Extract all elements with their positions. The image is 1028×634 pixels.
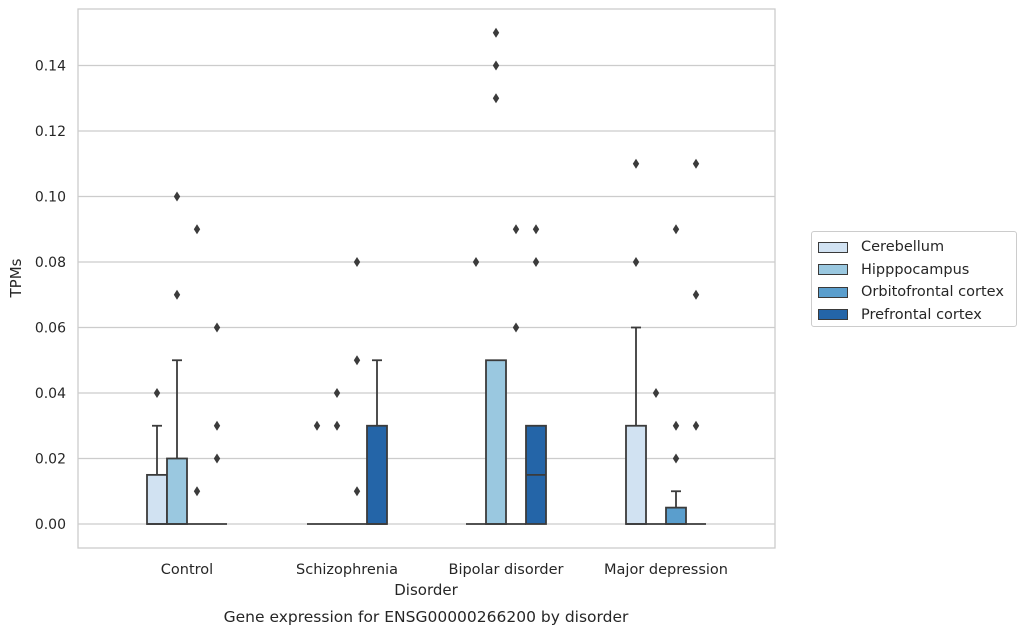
box-body — [366, 424, 388, 525]
y-tick-label: 0.14 — [35, 59, 66, 75]
box — [466, 257, 486, 525]
outlier-point — [492, 93, 500, 104]
y-tick-label: 0.12 — [35, 124, 66, 140]
outlier-point — [472, 257, 480, 267]
box-body — [665, 506, 687, 525]
legend-item: Orbitofrontal cortex — [818, 281, 1016, 304]
outlier-point — [512, 322, 520, 333]
outlier-point — [213, 420, 221, 431]
outlier-point — [632, 158, 640, 169]
outlier-point — [313, 420, 321, 431]
box — [327, 388, 347, 525]
outlier-point — [632, 257, 640, 267]
box — [187, 224, 207, 525]
box — [485, 27, 507, 525]
box — [686, 158, 706, 525]
x-axis-label: Disorder — [394, 581, 458, 599]
x-tick-label: Bipolar disorder — [449, 562, 564, 578]
x-tick-label: Major depression — [604, 562, 728, 578]
box — [307, 420, 327, 525]
outlier-point — [672, 224, 680, 235]
box — [665, 224, 687, 525]
legend-item: Cerebellum — [818, 236, 1016, 259]
y-tick-label: 0.00 — [35, 517, 66, 533]
x-tick-label: Schizophrenia — [296, 562, 398, 578]
outlier-point — [532, 257, 540, 267]
y-tick-label: 0.04 — [35, 386, 66, 402]
outlier-point — [333, 388, 341, 398]
box — [207, 322, 227, 525]
box — [625, 158, 647, 525]
series-orbitofrontal-cortex — [187, 224, 687, 525]
series-prefrontal-cortex — [207, 158, 706, 525]
outlier-point — [692, 289, 700, 300]
outlier-point — [492, 27, 500, 38]
x-tick-labels: Control Schizophrenia Bipolar disorder Majo… — [161, 562, 728, 578]
legend-swatch — [818, 286, 848, 298]
y-tick-label: 0.02 — [35, 452, 66, 468]
outlier-point — [692, 158, 700, 169]
box — [646, 388, 666, 525]
outlier-point — [193, 224, 201, 235]
outlier-point — [672, 453, 680, 464]
outlier-point — [652, 388, 660, 398]
legend-swatch — [818, 309, 848, 321]
box — [146, 388, 168, 525]
box-series — [146, 27, 706, 525]
legend-item: Prefrontal cortex — [818, 304, 1016, 327]
box-body — [625, 424, 647, 525]
y-axis-label: TPMs — [7, 258, 25, 298]
box-body — [146, 473, 168, 525]
box — [166, 191, 188, 525]
outlier-point — [173, 289, 181, 300]
box — [366, 359, 388, 525]
box — [506, 224, 526, 525]
outlier-point — [193, 486, 201, 497]
box — [347, 257, 367, 525]
legend-label: Cerebellum — [861, 239, 945, 256]
legend-swatch — [818, 264, 848, 276]
outlier-point — [672, 420, 680, 431]
legend-swatch — [818, 241, 848, 253]
outlier-point — [492, 60, 500, 71]
outlier-point — [153, 388, 161, 398]
legend: Cerebellum Hipppocampus Orbitofrontal cort… — [811, 231, 1017, 327]
outlier-point — [353, 257, 361, 267]
y-tick-labels: 0.00 0.02 0.04 0.06 0.08 0.10 0.12 0.14 — [35, 59, 66, 534]
outlier-point — [512, 224, 520, 235]
outlier-point — [173, 191, 181, 202]
series-hipppocampus — [166, 27, 666, 525]
outlier-point — [532, 224, 540, 235]
legend-label: Hipppocampus — [861, 261, 970, 278]
plot-frame — [77, 8, 776, 549]
y-tick-label: 0.08 — [35, 255, 66, 271]
y-tick-label: 0.10 — [35, 190, 66, 206]
box-body — [166, 457, 188, 525]
legend-label: Orbitofrontal cortex — [861, 284, 1004, 301]
series-cerebellum — [146, 158, 647, 525]
box — [525, 224, 547, 525]
outlier-point — [692, 420, 700, 431]
outlier-point — [353, 486, 361, 497]
outlier-point — [213, 322, 221, 333]
outlier-point — [333, 420, 341, 431]
legend-label: Prefrontal cortex — [861, 306, 982, 323]
outlier-point — [353, 355, 361, 366]
grid-lines — [78, 64, 775, 525]
box-body — [485, 359, 507, 525]
x-tick-label: Control — [161, 562, 213, 578]
outlier-point — [213, 453, 221, 464]
legend-item: Hipppocampus — [818, 259, 1016, 282]
y-tick-label: 0.06 — [35, 321, 66, 337]
chart-title: Gene expression for ENSG00000266200 by d… — [224, 608, 629, 626]
